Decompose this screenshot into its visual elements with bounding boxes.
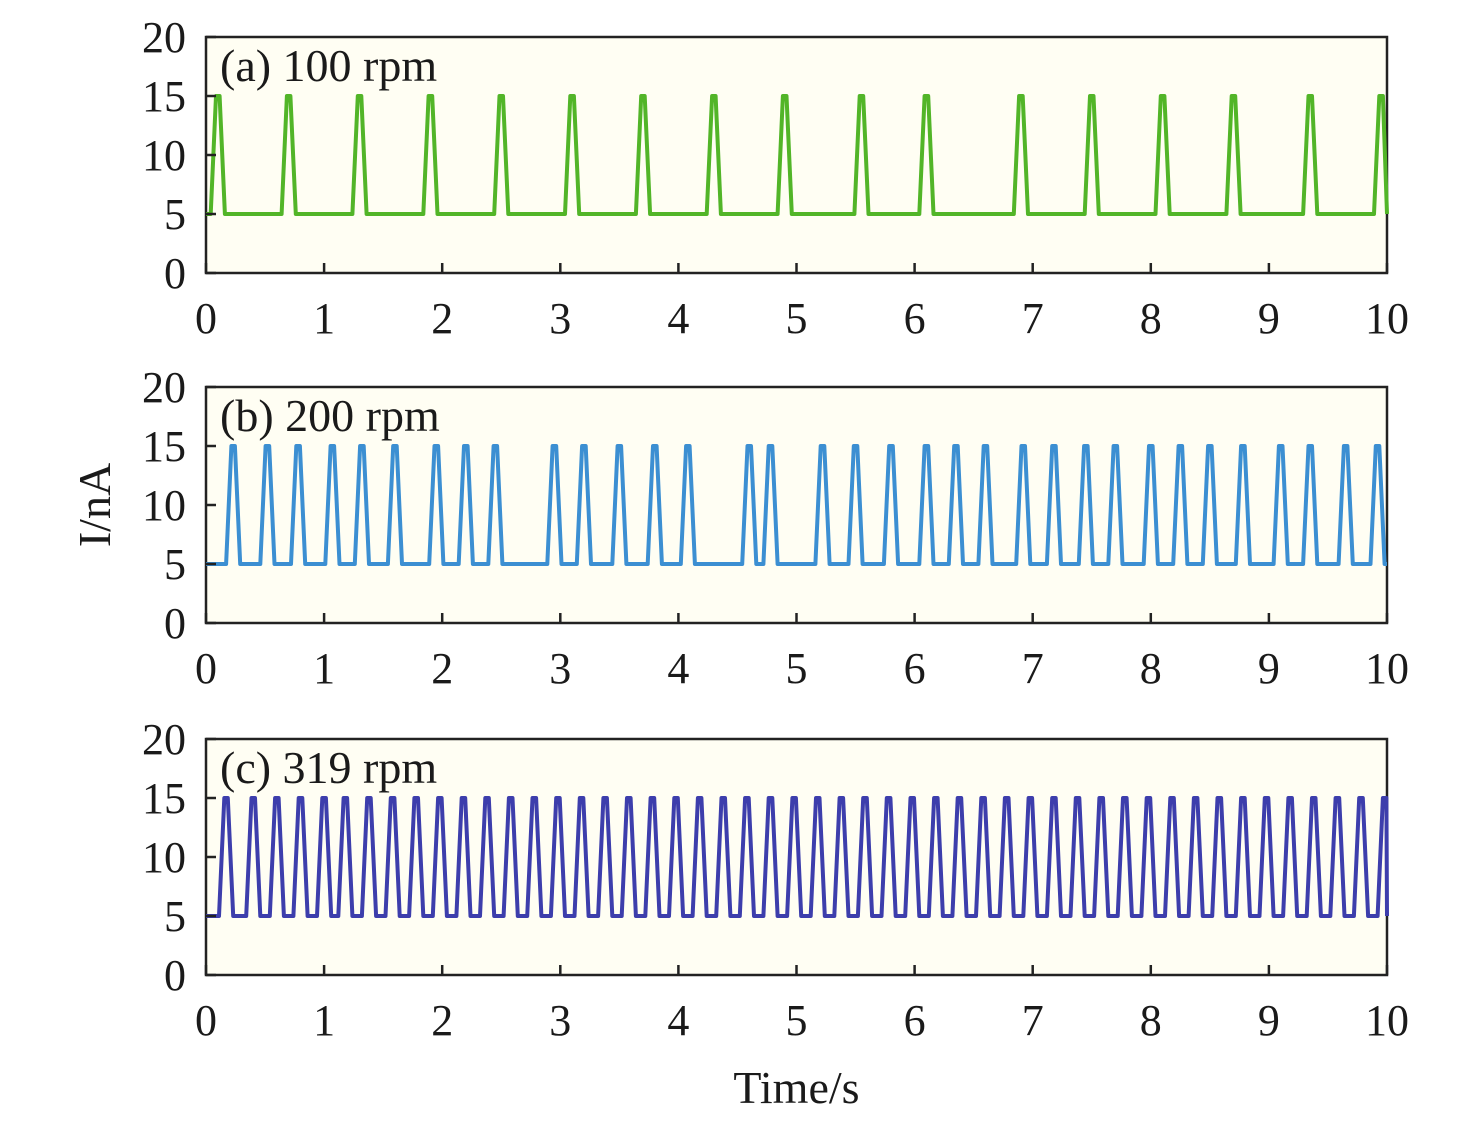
x-tick-label: 0 <box>195 294 217 343</box>
y-tick-label: 5 <box>164 892 186 941</box>
x-tick-label: 7 <box>1022 996 1044 1045</box>
y-axis-title: I/nA <box>69 463 120 547</box>
x-tick-label: 5 <box>786 644 808 693</box>
x-tick-label: 9 <box>1258 996 1280 1045</box>
x-tick-label: 9 <box>1258 644 1280 693</box>
panel-title: (b) 200 rpm <box>220 390 440 441</box>
y-tick-label: 0 <box>164 951 186 1000</box>
y-tick-label: 5 <box>164 540 186 589</box>
x-tick-label: 10 <box>1365 996 1409 1045</box>
panel-0: 0 1 2 3 4 5 6 7 8 9 10 0 5 10 15 20 (a) 100 rpm <box>142 13 1409 343</box>
y-tick-label: 20 <box>142 715 186 764</box>
x-tick-label: 8 <box>1140 996 1162 1045</box>
x-tick-label: 2 <box>431 996 453 1045</box>
panel-title: (c) 319 rpm <box>220 742 437 793</box>
y-tick-label: 10 <box>142 481 186 530</box>
x-tick-label: 5 <box>786 996 808 1045</box>
y-tick-label: 15 <box>142 72 186 121</box>
x-tick-label: 10 <box>1365 644 1409 693</box>
y-tick-label: 15 <box>142 774 186 823</box>
y-tick-label: 0 <box>164 249 186 298</box>
series-trace <box>206 94 1389 216</box>
x-tick-label: 2 <box>431 644 453 693</box>
x-axis-title: Time/s <box>733 1062 859 1113</box>
series-trace <box>206 444 1387 566</box>
y-tick-label: 10 <box>142 131 186 180</box>
x-tick-label: 10 <box>1365 294 1409 343</box>
x-tick-label: 2 <box>431 294 453 343</box>
y-tick-label: 5 <box>164 190 186 239</box>
y-tick-label: 10 <box>142 833 186 882</box>
x-tick-label: 7 <box>1022 644 1044 693</box>
x-tick-label: 1 <box>313 644 335 693</box>
series-trace <box>206 796 1389 918</box>
y-tick-label: 20 <box>142 363 186 412</box>
panel-title: (a) 100 rpm <box>220 40 437 91</box>
y-tick-label: 20 <box>142 13 186 62</box>
x-tick-label: 8 <box>1140 644 1162 693</box>
x-tick-label: 0 <box>195 644 217 693</box>
panel-2: 0 1 2 3 4 5 6 7 8 9 10 0 5 10 15 20 (c) 319 rpm Time/s <box>142 715 1409 1113</box>
x-tick-label: 6 <box>904 644 926 693</box>
panel-1: 0 1 2 3 4 5 6 7 8 9 10 0 5 10 15 20 (b) 200 rpm I/nA <box>69 363 1409 693</box>
x-tick-label: 0 <box>195 996 217 1045</box>
x-tick-label: 4 <box>667 996 689 1045</box>
x-tick-label: 5 <box>786 294 808 343</box>
y-tick-label: 0 <box>164 599 186 648</box>
x-tick-label: 3 <box>549 644 571 693</box>
x-tick-label: 4 <box>667 644 689 693</box>
x-tick-label: 7 <box>1022 294 1044 343</box>
x-tick-label: 1 <box>313 996 335 1045</box>
x-tick-label: 3 <box>549 294 571 343</box>
x-tick-label: 1 <box>313 294 335 343</box>
x-tick-label: 9 <box>1258 294 1280 343</box>
x-tick-label: 3 <box>549 996 571 1045</box>
x-tick-label: 8 <box>1140 294 1162 343</box>
x-tick-label: 4 <box>667 294 689 343</box>
x-tick-label: 6 <box>904 996 926 1045</box>
plot-area <box>204 35 1389 275</box>
x-tick-label: 6 <box>904 294 926 343</box>
y-tick-label: 15 <box>142 422 186 471</box>
